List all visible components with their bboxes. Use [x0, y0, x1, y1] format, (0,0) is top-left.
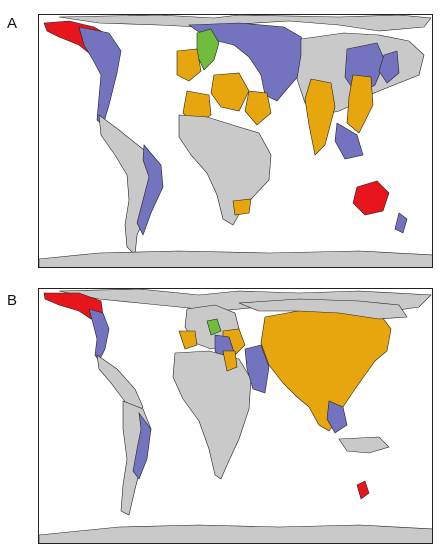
panel-b-map	[38, 288, 433, 544]
center-orange	[244, 90, 272, 126]
mideast-orange	[210, 72, 250, 112]
panel-a-label: A	[7, 15, 18, 32]
asia-orange-east	[346, 74, 374, 134]
africa-land	[178, 114, 272, 226]
australia-red	[352, 180, 390, 216]
indonesia-land	[338, 436, 390, 454]
cartogram-a	[39, 15, 432, 267]
africa-land	[172, 350, 252, 480]
north-america-blue	[78, 26, 122, 126]
europe-orange-west	[178, 330, 198, 350]
panel-b-label: B	[7, 292, 18, 309]
panel-a-map	[38, 14, 433, 268]
eurasia-blue	[188, 22, 310, 102]
europe-green	[206, 318, 222, 336]
newzealand-red	[356, 480, 370, 500]
seasia-blue	[326, 400, 348, 434]
west-orange	[176, 48, 202, 82]
russia-land	[238, 298, 408, 320]
south-america-blue	[132, 411, 152, 480]
antarctica	[39, 524, 432, 543]
asia-orange-south	[304, 78, 336, 156]
japan-blue	[378, 50, 400, 84]
southafrica-orange	[232, 198, 252, 216]
south-america-blue	[136, 144, 164, 236]
mideast-blue	[244, 344, 270, 394]
antarctica	[39, 250, 432, 267]
north-america-blue	[88, 308, 110, 362]
newzealand-blue	[394, 212, 408, 234]
seasia-blue	[334, 122, 364, 160]
africa-orange	[222, 350, 238, 372]
asia-orange	[260, 306, 392, 432]
cartogram-b	[39, 289, 432, 543]
north-america-red	[43, 292, 104, 320]
arctic-landmass	[58, 15, 432, 32]
